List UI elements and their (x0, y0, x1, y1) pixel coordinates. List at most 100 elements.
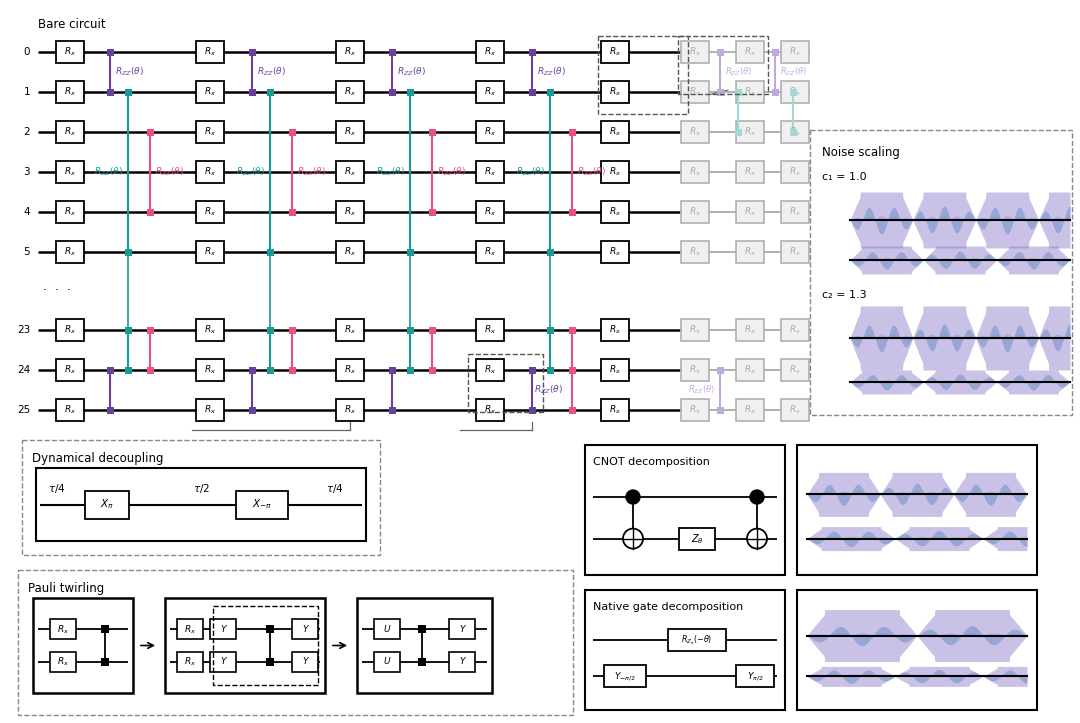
Bar (476, 201, 504, 223)
Bar (195, 41, 224, 63)
Bar (50, 620, 76, 639)
Text: $R_x$: $R_x$ (609, 206, 621, 218)
Text: $R_{ZZ}(\theta)$: $R_{ZZ}(\theta)$ (237, 166, 265, 179)
Bar (735, 241, 764, 263)
Bar (336, 81, 364, 103)
Text: $R_x$: $R_x$ (609, 324, 621, 336)
Text: $R_x$: $R_x$ (343, 403, 356, 416)
Bar (336, 41, 364, 63)
Bar (528, 88, 536, 95)
Bar (267, 249, 273, 255)
Bar (681, 201, 708, 223)
Text: $R_x$: $R_x$ (789, 206, 801, 218)
Bar (56, 241, 84, 263)
Text: Y: Y (302, 625, 308, 634)
Bar (18, 570, 573, 715)
Bar (600, 41, 629, 63)
Bar (406, 88, 414, 95)
Bar (56, 399, 84, 421)
Bar (781, 161, 809, 183)
Bar (266, 625, 274, 633)
Bar (418, 658, 426, 666)
Bar (248, 48, 256, 56)
Text: $R_x$: $R_x$ (57, 623, 69, 636)
Bar (600, 161, 629, 183)
Bar (734, 88, 742, 95)
Text: $R_x$: $R_x$ (789, 403, 801, 416)
Bar (374, 620, 400, 639)
Text: $R_x$: $R_x$ (204, 166, 216, 179)
Bar (681, 161, 708, 183)
Text: $R_x$: $R_x$ (744, 403, 756, 416)
Text: Noise scaling: Noise scaling (822, 146, 900, 159)
Bar (600, 359, 629, 381)
Bar (681, 241, 708, 263)
Bar (147, 327, 153, 333)
Text: 23: 23 (17, 325, 30, 335)
Bar (336, 399, 364, 421)
Text: $R_x$: $R_x$ (484, 46, 496, 59)
Text: $R_x$: $R_x$ (64, 364, 76, 376)
Bar (357, 598, 492, 693)
Bar (195, 201, 224, 223)
Bar (429, 367, 435, 374)
Bar (177, 651, 203, 672)
Text: $R_x$: $R_x$ (184, 656, 197, 668)
Text: $R_{ZZ}(\theta)$: $R_{ZZ}(\theta)$ (437, 166, 465, 179)
Text: $R_x$: $R_x$ (204, 246, 216, 258)
Bar (735, 121, 764, 143)
Bar (336, 121, 364, 143)
Text: c₁ = 1.0: c₁ = 1.0 (822, 172, 866, 182)
Bar (336, 319, 364, 341)
Bar (476, 359, 504, 381)
Text: $R_x$: $R_x$ (789, 324, 801, 336)
Text: $R_x$: $R_x$ (64, 324, 76, 336)
Text: $R_x$: $R_x$ (744, 166, 756, 179)
Bar (56, 161, 84, 183)
Bar (374, 651, 400, 672)
Bar (681, 81, 708, 103)
Text: Native gate decomposition: Native gate decomposition (593, 602, 743, 612)
Bar (267, 88, 273, 95)
Bar (406, 367, 414, 374)
Bar (781, 201, 809, 223)
Bar (237, 490, 288, 518)
Bar (568, 406, 576, 414)
Text: Y: Y (459, 657, 464, 666)
Bar (568, 327, 576, 333)
Text: $R_x$: $R_x$ (744, 364, 756, 376)
Bar (568, 367, 576, 374)
Text: $R_x$: $R_x$ (744, 46, 756, 59)
Text: $R_x$: $R_x$ (689, 364, 701, 376)
Text: $R_x$: $R_x$ (689, 324, 701, 336)
Circle shape (623, 529, 643, 549)
Bar (449, 620, 475, 639)
Bar (336, 241, 364, 263)
Bar (266, 658, 274, 666)
Bar (734, 129, 742, 135)
Bar (528, 367, 536, 374)
Bar (429, 327, 435, 333)
Text: $R_x$: $R_x$ (343, 324, 356, 336)
Text: c₂ = 1.3: c₂ = 1.3 (822, 290, 866, 300)
Bar (124, 367, 132, 374)
Bar (195, 359, 224, 381)
Text: $R_x$: $R_x$ (204, 86, 216, 98)
Bar (210, 651, 237, 672)
Bar (102, 658, 109, 666)
Text: CNOT decomposition: CNOT decomposition (593, 457, 710, 467)
Text: $R_x$: $R_x$ (343, 166, 356, 179)
Text: $R_{ZZ}(\theta)$: $R_{ZZ}(\theta)$ (534, 384, 563, 396)
Text: $R_x$: $R_x$ (689, 246, 701, 258)
Text: $R_x$: $R_x$ (609, 246, 621, 258)
Bar (195, 81, 224, 103)
Bar (546, 88, 554, 95)
Bar (789, 88, 797, 95)
Bar (716, 367, 724, 374)
Bar (147, 367, 153, 374)
Text: Dynamical decoupling: Dynamical decoupling (32, 452, 163, 465)
Circle shape (626, 490, 640, 504)
Bar (781, 319, 809, 341)
Bar (406, 327, 414, 333)
Text: $R_x$: $R_x$ (484, 126, 496, 138)
